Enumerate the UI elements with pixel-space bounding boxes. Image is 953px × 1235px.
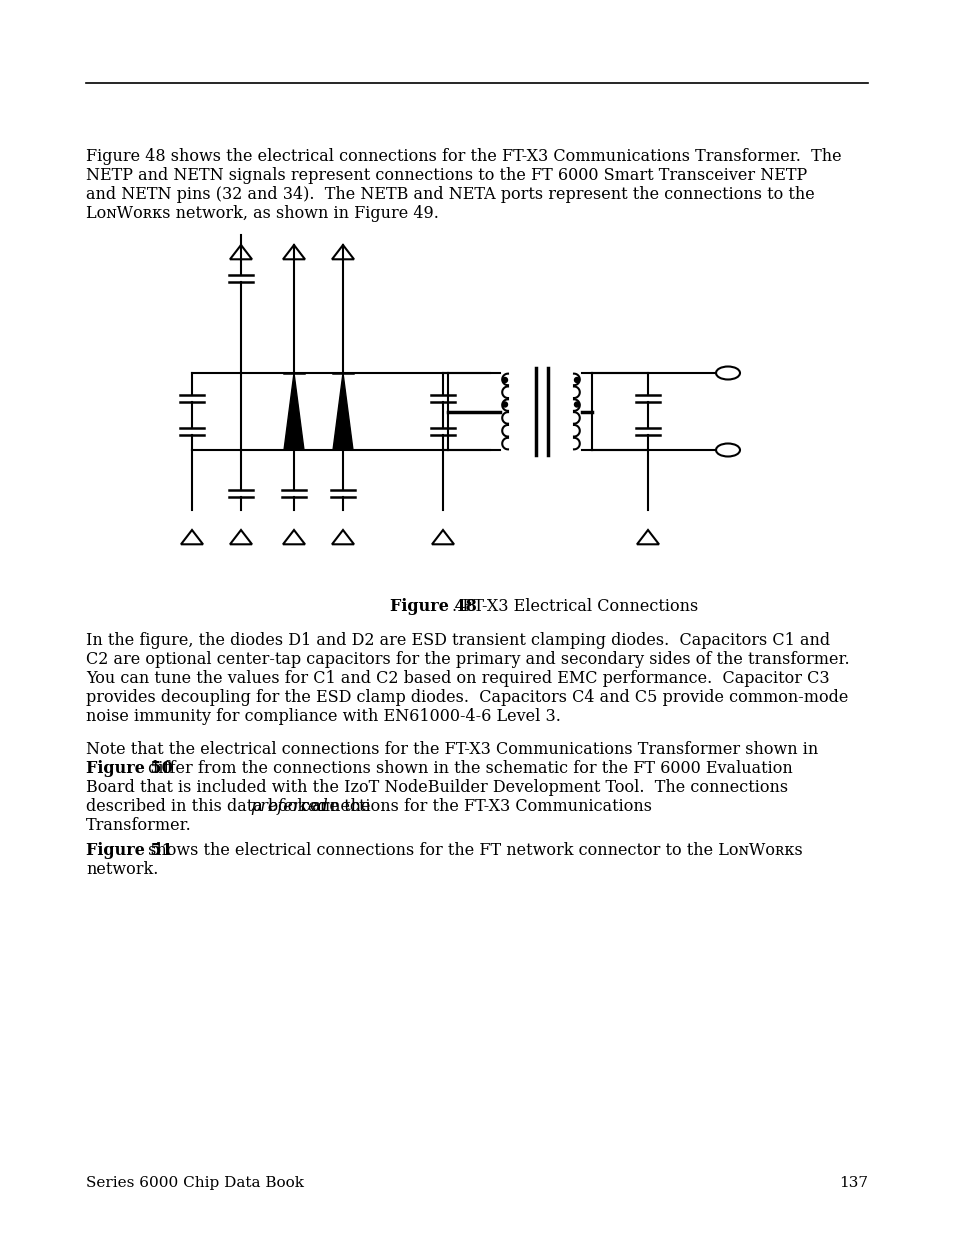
Text: Series 6000 Chip Data Book: Series 6000 Chip Data Book bbox=[86, 1176, 304, 1191]
Text: . FT-X3 Electrical Connections: . FT-X3 Electrical Connections bbox=[452, 598, 698, 615]
Text: and NETN pins (32 and 34).  The NETB and NETA ports represent the connections to: and NETN pins (32 and 34). The NETB and … bbox=[86, 186, 814, 203]
Text: shows the electrical connections for the FT network connector to the LᴏɴWᴏʀᴋs: shows the electrical connections for the… bbox=[143, 842, 801, 860]
Text: 137: 137 bbox=[838, 1176, 867, 1191]
Text: described in this data book are the: described in this data book are the bbox=[86, 798, 375, 815]
Text: NETP and NETN signals represent connections to the FT 6000 Smart Transceiver NET: NETP and NETN signals represent connecti… bbox=[86, 167, 806, 184]
Text: Transformer.: Transformer. bbox=[86, 818, 192, 834]
Circle shape bbox=[574, 378, 578, 383]
Text: preferred: preferred bbox=[250, 798, 328, 815]
Text: In the figure, the diodes D1 and D2 are ESD transient clamping diodes.  Capacito: In the figure, the diodes D1 and D2 are … bbox=[86, 632, 829, 650]
Text: network.: network. bbox=[86, 861, 158, 878]
Text: LᴏɴWᴏʀᴋs network, as shown in Figure 49.: LᴏɴWᴏʀᴋs network, as shown in Figure 49. bbox=[86, 205, 438, 222]
Text: connections for the FT-X3 Communications: connections for the FT-X3 Communications bbox=[295, 798, 651, 815]
Circle shape bbox=[574, 403, 578, 408]
Polygon shape bbox=[333, 373, 353, 450]
Circle shape bbox=[502, 378, 507, 383]
Text: Figure 51: Figure 51 bbox=[86, 842, 172, 860]
Text: Figure 48 shows the electrical connections for the FT-X3 Communications Transfor: Figure 48 shows the electrical connectio… bbox=[86, 148, 841, 165]
Text: C2 are optional center-tap capacitors for the primary and secondary sides of the: C2 are optional center-tap capacitors fo… bbox=[86, 651, 849, 668]
Text: You can tune the values for C1 and C2 based on required EMC performance.  Capaci: You can tune the values for C1 and C2 ba… bbox=[86, 671, 829, 687]
Circle shape bbox=[502, 403, 507, 408]
Polygon shape bbox=[284, 373, 304, 450]
Text: differ from the connections shown in the schematic for the FT 6000 Evaluation: differ from the connections shown in the… bbox=[143, 760, 792, 777]
Text: Board that is included with the IzoT NodeBuilder Development Tool.  The connecti: Board that is included with the IzoT Nod… bbox=[86, 779, 787, 797]
Text: Figure 50: Figure 50 bbox=[86, 760, 172, 777]
Text: Figure 48: Figure 48 bbox=[390, 598, 476, 615]
Text: noise immunity for compliance with EN61000-4-6 Level 3.: noise immunity for compliance with EN610… bbox=[86, 708, 560, 725]
Text: Note that the electrical connections for the FT-X3 Communications Transformer sh: Note that the electrical connections for… bbox=[86, 741, 818, 758]
Text: provides decoupling for the ESD clamp diodes.  Capacitors C4 and C5 provide comm: provides decoupling for the ESD clamp di… bbox=[86, 689, 847, 706]
